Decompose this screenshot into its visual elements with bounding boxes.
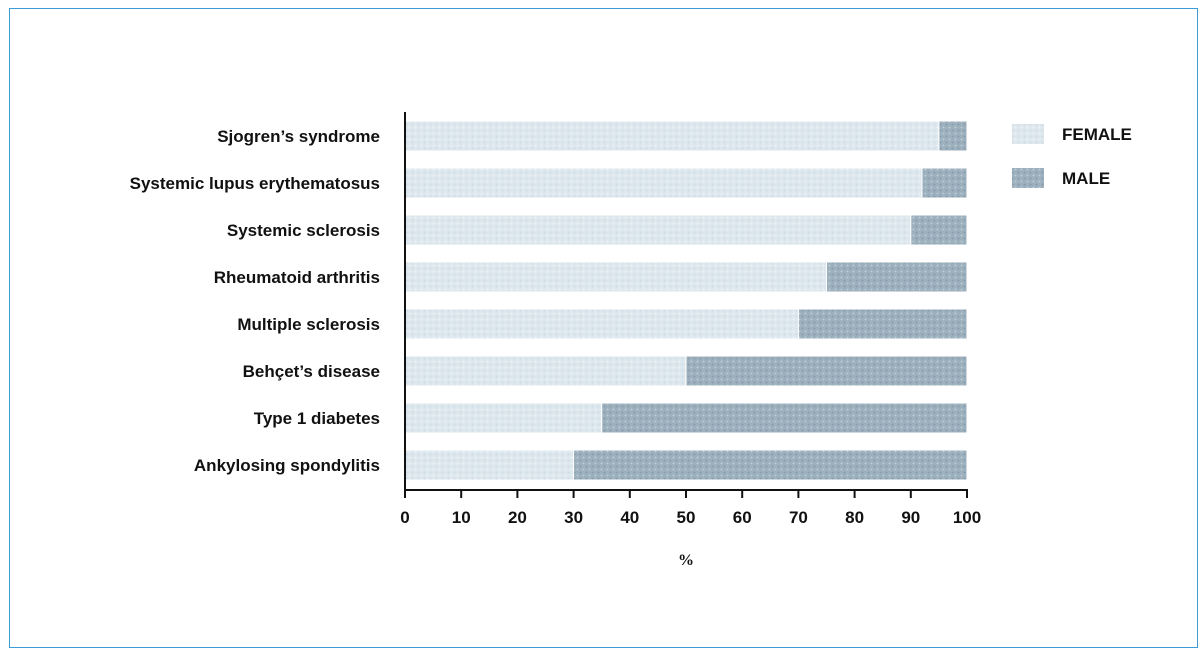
bar-female-0: [404, 120, 940, 152]
bar-male-3: [826, 261, 968, 293]
x-tick-label: 100: [953, 508, 981, 527]
bar-female-3: [404, 261, 827, 293]
category-label: Systemic sclerosis: [227, 221, 380, 240]
x-tick-label: 90: [901, 508, 920, 527]
x-tick-label: 50: [677, 508, 696, 527]
legend-swatch-female: [1012, 124, 1044, 144]
bar-female-4: [404, 308, 799, 340]
category-label: Systemic lupus erythematosus: [130, 174, 380, 193]
x-tick-label: 30: [564, 508, 583, 527]
bar-female-5: [404, 355, 687, 387]
category-label: Multiple sclerosis: [237, 315, 380, 334]
category-label: Rheumatoid arthritis: [214, 268, 380, 287]
bar-male-0: [938, 120, 968, 152]
bar-female-7: [404, 449, 575, 481]
bar-male-6: [601, 402, 968, 434]
legend-label-female: FEMALE: [1062, 125, 1132, 144]
bar-female-1: [404, 167, 923, 199]
category-label: Sjogren’s syndrome: [217, 127, 380, 146]
bar-female-2: [404, 214, 912, 246]
x-axis-title: %: [678, 552, 694, 569]
bar-male-2: [910, 214, 968, 246]
x-axis-ticks: 0 10 20 30 40 50 60 70 80 90 100: [400, 490, 981, 527]
x-tick-label: 80: [845, 508, 864, 527]
legend-label-male: MALE: [1062, 169, 1110, 188]
category-label: Behçet’s disease: [243, 362, 380, 381]
bars-layer: [404, 120, 968, 481]
x-tick-label: 20: [508, 508, 527, 527]
x-tick-label: 60: [733, 508, 752, 527]
legend: FEMALE MALE: [1012, 124, 1132, 188]
category-label: Ankylosing spondylitis: [194, 456, 380, 475]
legend-swatch-male: [1012, 168, 1044, 188]
x-tick-label: 0: [400, 508, 409, 527]
category-labels: Sjogren’s syndrome Systemic lupus erythem…: [130, 127, 380, 475]
x-tick-label: 40: [620, 508, 639, 527]
x-tick-label: 10: [452, 508, 471, 527]
bar-male-1: [921, 167, 968, 199]
bar-male-5: [685, 355, 968, 387]
bar-male-4: [797, 308, 968, 340]
category-label: Type 1 diabetes: [254, 409, 380, 428]
stacked-bar-chart: Sjogren’s syndrome Systemic lupus erythem…: [130, 112, 1132, 569]
bar-female-6: [404, 402, 603, 434]
x-tick-label: 70: [789, 508, 808, 527]
bar-male-7: [573, 449, 968, 481]
